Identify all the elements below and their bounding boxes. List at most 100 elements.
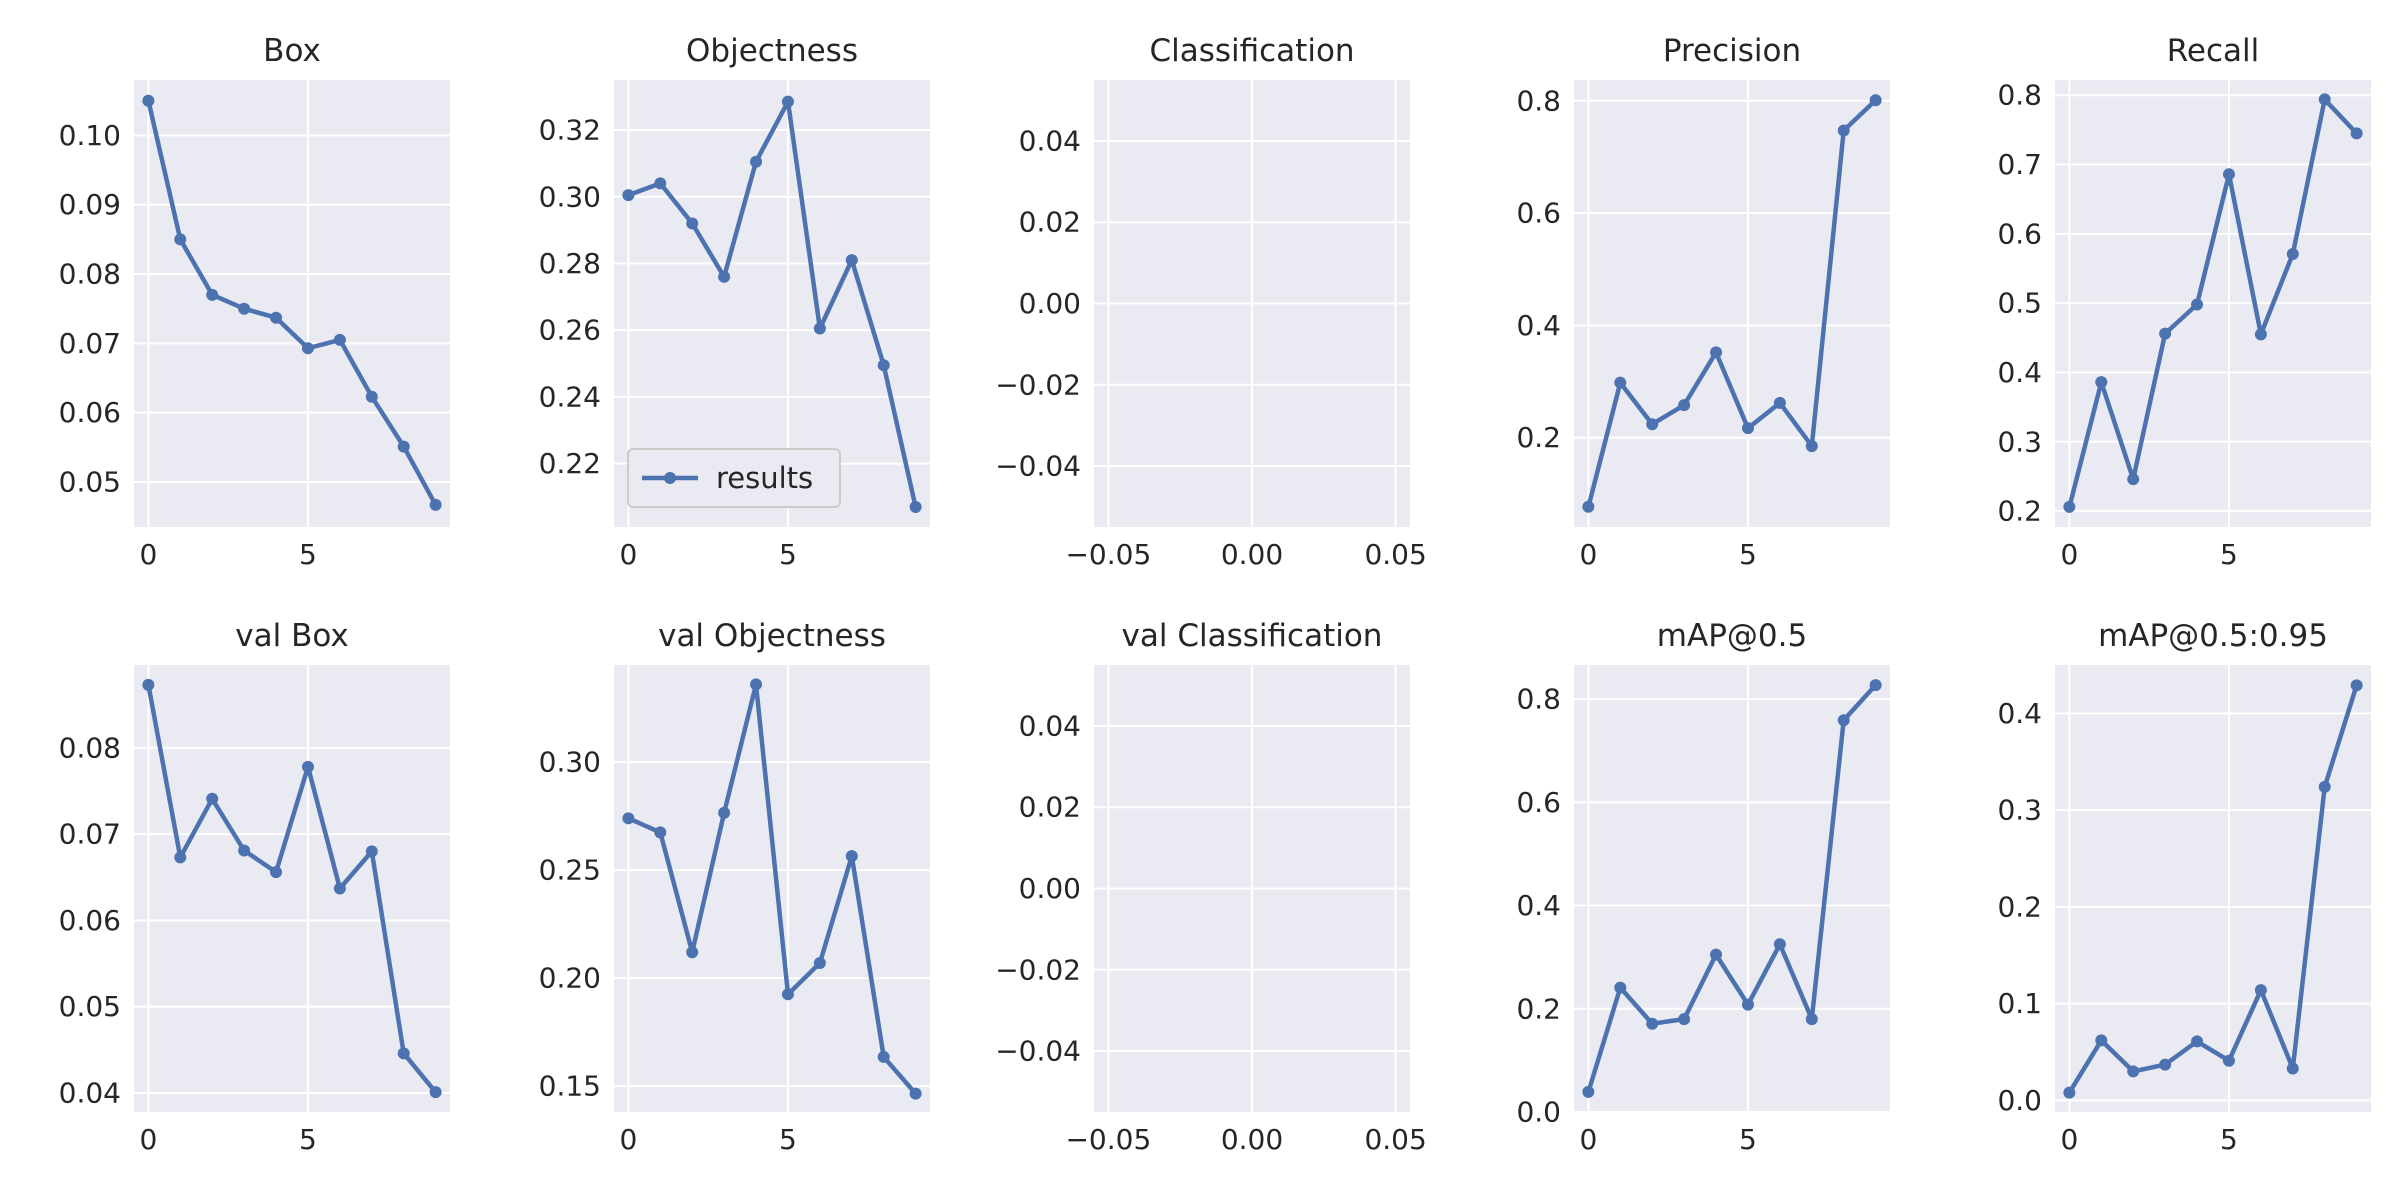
data-point [877, 1050, 890, 1063]
x-tick-label: 0 [619, 1123, 637, 1156]
data-point [622, 189, 635, 202]
panel-val-objectness: 0 5 0.15 0.20 0.25 0.30 val Objectness [539, 618, 930, 1156]
data-point [2318, 780, 2331, 793]
y-tick-label: 0.04 [59, 1077, 121, 1110]
data-point [2254, 984, 2267, 997]
data-point [781, 988, 794, 1001]
panel-title: mAP@0.5 [1657, 618, 1807, 654]
y-tick-label: 0.06 [59, 904, 121, 937]
data-point [654, 177, 667, 190]
data-point [2222, 168, 2235, 181]
data-point [1805, 440, 1818, 453]
data-point [270, 866, 283, 879]
y-tick-label: −0.02 [995, 953, 1081, 986]
plot-area [614, 665, 930, 1112]
data-point [2159, 1058, 2172, 1071]
y-tick-label: 0.00 [1019, 872, 1081, 905]
y-tick-label: 0.2 [1997, 495, 2042, 528]
data-point [301, 342, 314, 355]
data-point [2350, 679, 2363, 692]
data-point [2286, 247, 2299, 260]
y-tick-label: 0.22 [539, 447, 601, 480]
x-tick-label: −0.05 [1065, 538, 1151, 571]
data-point [2286, 1062, 2299, 1075]
data-point [1582, 500, 1595, 513]
y-tick-label: 0.32 [539, 114, 601, 147]
y-tick-label: 0.2 [1516, 421, 1561, 454]
panel-title: mAP@0.5:0.95 [2098, 618, 2328, 654]
y-tick-label: 0.24 [539, 380, 601, 413]
panel-val-box: 0 5 0.04 0.05 0.06 0.07 0.08 val Box [59, 618, 450, 1156]
data-point [845, 254, 858, 267]
data-point [2095, 1034, 2108, 1047]
data-point [781, 95, 794, 108]
plot-area [1574, 80, 1890, 527]
data-point [429, 498, 442, 511]
data-point [206, 792, 219, 805]
x-tick-label: 0 [1579, 538, 1597, 571]
y-tick-label: 0.04 [1019, 709, 1081, 742]
y-tick-label: 0.05 [59, 990, 121, 1023]
x-tick-label: 0 [139, 1123, 157, 1156]
y-tick-label: 0.07 [59, 327, 121, 360]
y-tick-label: 0.28 [539, 247, 601, 280]
y-tick-label: 0.5 [1997, 287, 2042, 320]
data-point [813, 322, 826, 335]
panel-title: Box [263, 33, 321, 69]
data-point [2254, 328, 2267, 341]
y-tick-label: 0.4 [1997, 697, 2042, 730]
y-tick-label: 0.2 [1997, 890, 2042, 923]
panel-title: val Objectness [658, 618, 886, 654]
y-tick-label: 0.2 [1516, 992, 1561, 1025]
data-point [1869, 679, 1882, 692]
data-point [333, 333, 346, 346]
panel-val-classification: −0.05 0.00 0.05 −0.04 −0.02 0.00 0.02 0.04 val C… [995, 618, 1427, 1156]
panel-box: 0 5 0.05 0.06 0.07 0.08 0.09 0.10 Box [59, 33, 450, 571]
data-point [1773, 396, 1786, 409]
y-tick-label: −0.04 [995, 450, 1081, 483]
panel-objectness: 0 5 0.22 0.24 0.26 0.28 0.30 0.32 Objectness resu… [539, 33, 930, 571]
y-tick-label: 0.6 [1997, 217, 2042, 250]
data-point [2159, 327, 2172, 340]
plot-area [1574, 665, 1890, 1112]
plot-area [134, 80, 450, 527]
x-tick-label: 0.00 [1221, 1123, 1283, 1156]
data-point [142, 94, 155, 107]
data-point [1614, 981, 1627, 994]
data-point [238, 844, 251, 857]
y-tick-label: 0.4 [1516, 889, 1561, 922]
x-tick-label: 5 [299, 538, 317, 571]
data-point [2063, 500, 2076, 513]
y-tick-label: −0.02 [995, 368, 1081, 401]
y-tick-label: 0.00 [1019, 287, 1081, 320]
data-point [2191, 1035, 2204, 1048]
data-point [174, 233, 187, 246]
panel-classification: −0.05 0.00 0.05 −0.04 −0.02 0.00 0.02 0.04 Class… [995, 33, 1427, 571]
y-tick-label: 0.09 [59, 188, 121, 221]
x-tick-label: 5 [779, 538, 797, 571]
y-tick-label: 0.4 [1516, 309, 1561, 342]
series-line [626, 99, 918, 510]
data-point [1869, 94, 1882, 107]
y-tick-label: 0.3 [1997, 794, 2042, 827]
data-point [1582, 1085, 1595, 1098]
y-tick-label: 0.02 [1019, 791, 1081, 824]
data-point [1614, 376, 1627, 389]
y-tick-label: 0.0 [1997, 1084, 2042, 1117]
data-point [365, 845, 378, 858]
y-tick-label: 0.7 [1997, 148, 2042, 181]
x-tick-label: 5 [299, 1123, 317, 1156]
data-point [174, 851, 187, 864]
data-point [238, 302, 251, 315]
legend: results [627, 448, 841, 508]
y-tick-label: 0.04 [1019, 124, 1081, 157]
data-point [1710, 346, 1723, 359]
panel-title: Recall [2167, 33, 2260, 69]
y-tick-label: 0.10 [59, 119, 121, 152]
panel-title: val Classification [1122, 618, 1383, 654]
data-point [301, 760, 314, 773]
series-line [2067, 97, 2359, 510]
panel-recall: 0 5 0.2 0.3 0.4 0.5 0.6 0.7 0.8 Recall [1997, 33, 2371, 571]
data-point [718, 806, 731, 819]
y-tick-label: 0.08 [59, 258, 121, 291]
